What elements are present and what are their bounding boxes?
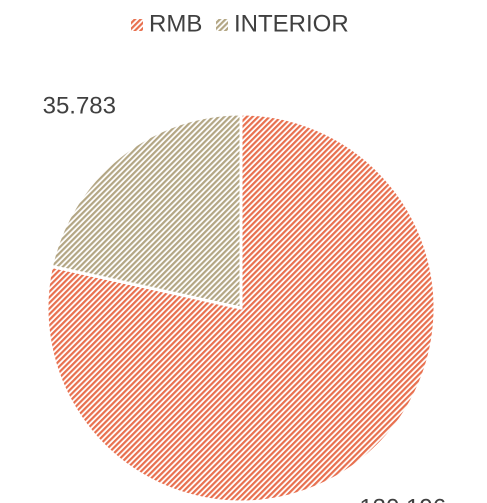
data-label: 130.196 <box>359 494 446 503</box>
legend-label: RMB <box>149 10 202 37</box>
legend-swatch <box>131 19 143 31</box>
data-label: 35.783 <box>43 92 116 119</box>
pie-slice <box>50 112 243 310</box>
legend-swatch <box>216 19 228 31</box>
legend-label: INTERIOR <box>234 10 349 37</box>
